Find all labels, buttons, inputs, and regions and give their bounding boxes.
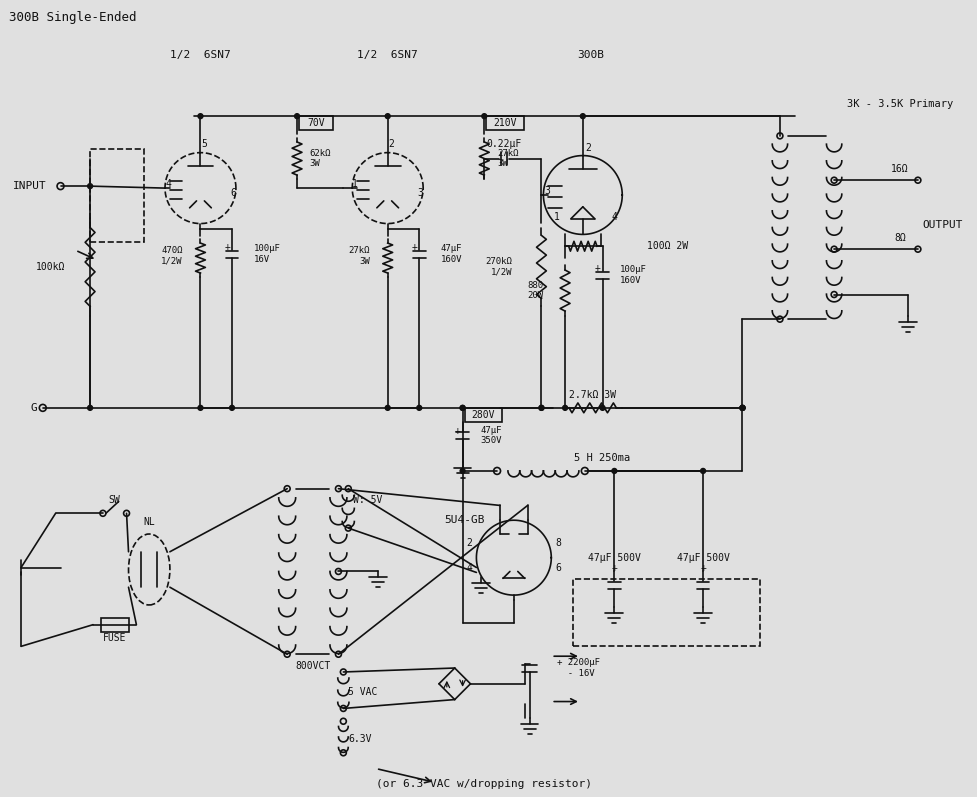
Circle shape [230,406,234,410]
Text: G: G [31,402,38,413]
Text: (or 6.3 VAC w/dropping resistor): (or 6.3 VAC w/dropping resistor) [376,779,592,789]
Circle shape [579,114,584,119]
Text: 2.7kΩ 3W: 2.7kΩ 3W [569,390,616,400]
Text: 5 H 250ma: 5 H 250ma [573,453,630,463]
Text: 800VCT: 800VCT [295,661,330,671]
Bar [486,116,523,130]
Text: 8Ω: 8Ω [893,234,905,243]
Text: 47μF 500V: 47μF 500V [587,552,640,563]
Text: +: + [594,263,600,273]
Circle shape [459,406,465,410]
Text: 1: 1 [554,212,560,222]
Text: 5 VAC: 5 VAC [348,687,377,697]
Text: 2: 2 [466,538,472,548]
Text: SW: SW [108,494,120,505]
Circle shape [385,406,390,410]
Circle shape [294,114,299,119]
Circle shape [740,406,744,410]
Text: 6: 6 [230,188,235,198]
Text: 2: 2 [584,143,590,153]
Circle shape [416,406,421,410]
Text: 3: 3 [544,186,550,196]
Text: 1/2  6SN7: 1/2 6SN7 [357,50,417,60]
Circle shape [385,114,390,119]
Text: FUSE: FUSE [103,634,126,643]
Circle shape [538,406,543,410]
Text: 1/2  6SN7: 1/2 6SN7 [170,50,231,60]
Text: 880
20W: 880 20W [527,281,543,300]
Text: 4: 4 [165,179,171,189]
Circle shape [459,469,465,473]
Circle shape [740,406,744,410]
Text: 210V: 210V [492,118,516,128]
Text: 62kΩ
3W: 62kΩ 3W [310,149,331,168]
Text: +: + [700,563,705,572]
Text: 0.22μF: 0.22μF [486,139,521,149]
Circle shape [740,406,744,410]
Circle shape [88,406,93,410]
Text: NL: NL [144,517,155,527]
Text: + 2200μF
  - 16V: + 2200μF - 16V [557,658,600,677]
Text: 47μF
350V: 47μF 350V [480,426,501,446]
Text: +: + [611,563,616,572]
Text: 6.3V: 6.3V [348,734,371,744]
Circle shape [600,406,605,410]
Text: 300B: 300B [576,50,604,60]
Text: 2: 2 [388,139,394,149]
Text: 16Ω: 16Ω [890,164,908,175]
Text: OUTPUT: OUTPUT [922,219,962,230]
Text: 8: 8 [555,538,561,548]
Text: W: 5V: W: 5V [353,496,382,505]
Text: 4: 4 [466,563,472,572]
Circle shape [700,469,704,473]
Text: 280V: 280V [471,410,494,420]
Text: 100Ω 2W: 100Ω 2W [646,241,687,251]
Text: 270kΩ
1/2W: 270kΩ 1/2W [485,257,511,277]
Text: 100kΩ: 100kΩ [36,262,65,272]
Text: 100μF
16V: 100μF 16V [253,245,280,264]
Text: 4: 4 [611,212,616,222]
Text: 300B Single-Ended: 300B Single-Ended [9,11,137,24]
Text: 100μF
160V: 100μF 160V [619,265,647,285]
Text: INPUT: INPUT [14,181,47,191]
Circle shape [562,406,567,410]
Circle shape [88,183,93,189]
Text: +: + [411,242,417,252]
Text: 3K - 3.5K Primary: 3K - 3.5K Primary [846,100,953,109]
Text: 5U4-GB: 5U4-GB [444,515,485,525]
Bar [299,116,332,130]
Circle shape [740,406,744,410]
Bar [464,408,501,422]
Text: 1: 1 [352,179,358,189]
Text: 27kΩ
3W: 27kΩ 3W [496,149,518,168]
Bar [101,618,128,631]
Circle shape [538,406,543,410]
Text: +: + [224,242,230,252]
Circle shape [459,406,465,410]
Text: 6: 6 [555,563,561,572]
Text: 27kΩ
3W: 27kΩ 3W [348,246,369,265]
Text: 5: 5 [201,139,207,149]
Text: 470Ω
1/2W: 470Ω 1/2W [161,246,183,265]
Text: +: + [454,426,460,435]
Circle shape [482,114,487,119]
Circle shape [197,114,202,119]
Text: 47μF
160V: 47μF 160V [441,245,462,264]
Text: 70V: 70V [307,118,324,128]
Text: 3: 3 [417,188,423,198]
Circle shape [612,469,616,473]
Text: 47μF 500V: 47μF 500V [676,552,729,563]
Circle shape [197,406,202,410]
